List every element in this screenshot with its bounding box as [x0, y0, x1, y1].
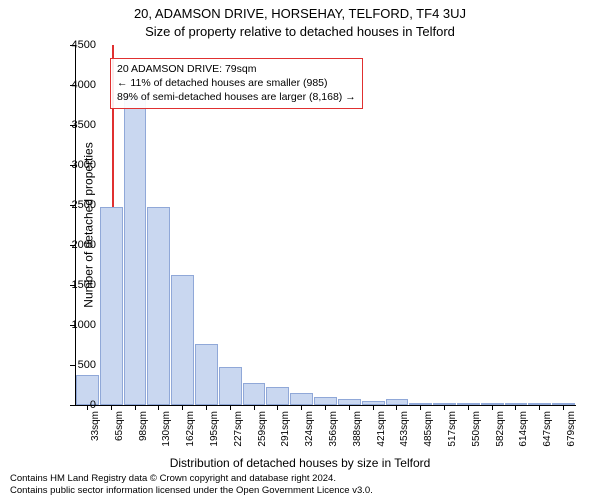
- y-tick-mark: [70, 245, 75, 246]
- x-tick-mark: [111, 405, 112, 410]
- chart-title-address: 20, ADAMSON DRIVE, HORSEHAY, TELFORD, TF…: [0, 6, 600, 21]
- y-tick-label: 1000: [36, 319, 96, 331]
- y-tick-mark: [70, 325, 75, 326]
- y-tick-mark: [70, 205, 75, 206]
- histogram-bar: [147, 207, 170, 405]
- y-tick-mark: [70, 85, 75, 86]
- x-tick-mark: [563, 405, 564, 410]
- y-tick-label: 1500: [36, 279, 96, 291]
- histogram-bar: [314, 397, 337, 405]
- x-tick-label: 679sqm: [566, 411, 577, 461]
- x-tick-label: 453sqm: [399, 411, 410, 461]
- x-tick-label: 647sqm: [542, 411, 553, 461]
- x-tick-mark: [515, 405, 516, 410]
- y-tick-label: 2000: [36, 239, 96, 251]
- histogram-bar: [266, 387, 289, 405]
- x-tick-label: 65sqm: [114, 411, 125, 461]
- x-tick-label: 356sqm: [328, 411, 339, 461]
- y-tick-label: 3000: [36, 159, 96, 171]
- annotation-line1: 20 ADAMSON DRIVE: 79sqm: [117, 62, 356, 76]
- y-tick-label: 3500: [36, 119, 96, 131]
- x-tick-mark: [492, 405, 493, 410]
- y-tick-label: 4000: [36, 79, 96, 91]
- x-tick-label: 517sqm: [447, 411, 458, 461]
- x-tick-label: 259sqm: [257, 411, 268, 461]
- x-tick-mark: [135, 405, 136, 410]
- x-tick-mark: [254, 405, 255, 410]
- y-tick-mark: [70, 285, 75, 286]
- y-tick-mark: [70, 45, 75, 46]
- histogram-bar: [124, 97, 147, 405]
- y-tick-mark: [70, 405, 75, 406]
- x-tick-label: 195sqm: [209, 411, 220, 461]
- x-tick-label: 162sqm: [185, 411, 196, 461]
- footer-line1: Contains HM Land Registry data © Crown c…: [10, 473, 373, 484]
- x-tick-mark: [277, 405, 278, 410]
- y-tick-label: 2500: [36, 199, 96, 211]
- x-tick-mark: [158, 405, 159, 410]
- chart-subtitle: Size of property relative to detached ho…: [0, 24, 600, 39]
- x-tick-label: 98sqm: [138, 411, 149, 461]
- x-tick-mark: [396, 405, 397, 410]
- x-tick-label: 550sqm: [471, 411, 482, 461]
- annotation-line2: ← 11% of detached houses are smaller (98…: [117, 76, 356, 90]
- x-tick-label: 421sqm: [376, 411, 387, 461]
- x-tick-mark: [444, 405, 445, 410]
- x-tick-mark: [420, 405, 421, 410]
- histogram-bar: [100, 207, 123, 405]
- y-tick-label: 4500: [36, 39, 96, 51]
- x-tick-label: 324sqm: [304, 411, 315, 461]
- x-tick-mark: [230, 405, 231, 410]
- x-tick-mark: [373, 405, 374, 410]
- x-tick-mark: [468, 405, 469, 410]
- y-tick-mark: [70, 165, 75, 166]
- x-tick-label: 485sqm: [423, 411, 434, 461]
- y-tick-mark: [70, 125, 75, 126]
- x-tick-mark: [87, 405, 88, 410]
- annotation-box: 20 ADAMSON DRIVE: 79sqm ← 11% of detache…: [110, 58, 363, 109]
- x-tick-mark: [182, 405, 183, 410]
- x-tick-label: 130sqm: [161, 411, 172, 461]
- x-tick-label: 388sqm: [352, 411, 363, 461]
- x-tick-label: 33sqm: [90, 411, 101, 461]
- x-tick-mark: [325, 405, 326, 410]
- chart-canvas: 20, ADAMSON DRIVE, HORSEHAY, TELFORD, TF…: [0, 0, 600, 500]
- x-tick-label: 614sqm: [518, 411, 529, 461]
- x-tick-mark: [539, 405, 540, 410]
- annotation-line3: 89% of semi-detached houses are larger (…: [117, 90, 356, 104]
- y-tick-label: 500: [36, 359, 96, 371]
- x-tick-mark: [349, 405, 350, 410]
- histogram-bar: [243, 383, 266, 405]
- histogram-bar: [195, 344, 218, 405]
- x-tick-label: 227sqm: [233, 411, 244, 461]
- histogram-bar: [171, 275, 194, 405]
- footer-attribution: Contains HM Land Registry data © Crown c…: [10, 473, 373, 496]
- histogram-bar: [290, 393, 313, 405]
- y-tick-mark: [70, 365, 75, 366]
- footer-line2: Contains public sector information licen…: [10, 485, 373, 496]
- histogram-bar: [219, 367, 242, 405]
- x-tick-mark: [301, 405, 302, 410]
- x-tick-label: 291sqm: [280, 411, 291, 461]
- x-tick-mark: [206, 405, 207, 410]
- x-tick-label: 582sqm: [495, 411, 506, 461]
